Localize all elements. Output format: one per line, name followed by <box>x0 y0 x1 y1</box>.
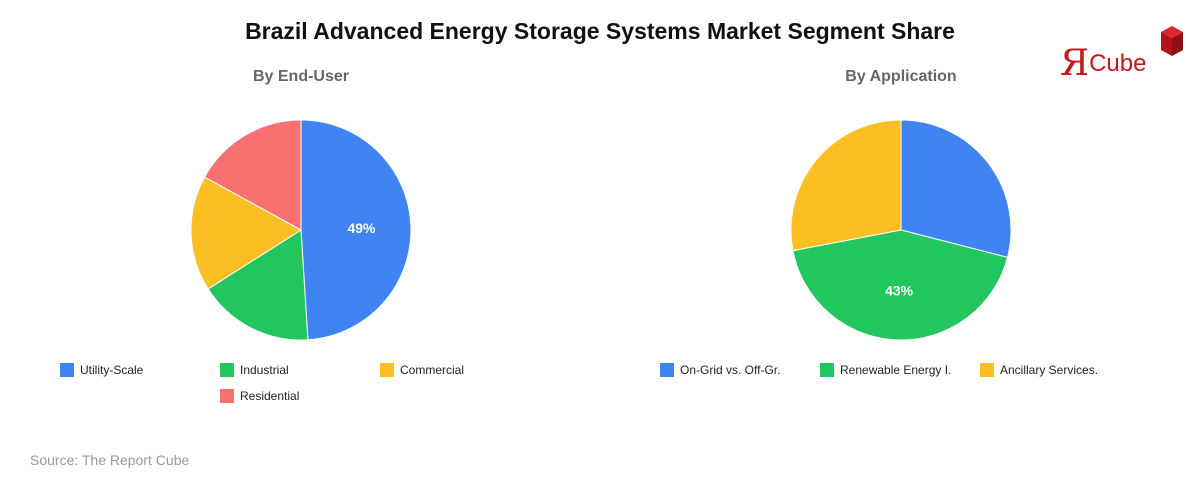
legend-label: On-Grid vs. Off-Gr. <box>680 363 781 377</box>
report-cube-logo <box>1161 26 1183 56</box>
legend-label: Renewable Energy I. <box>840 363 952 377</box>
legend-item-residential: Residential <box>220 388 299 404</box>
slice-value-label: 49% <box>347 220 376 236</box>
application-pie: 43% <box>790 119 1012 341</box>
cube-icon <box>1161 26 1183 56</box>
legend-item-renewable-energy: Renewable Energy I. <box>820 362 951 378</box>
end-user-pie: 49% <box>190 119 412 341</box>
logo-wordmark: ЯCube <box>1060 46 1146 82</box>
end-user-subtitle: By End-User <box>252 68 350 85</box>
legend-item-ancillary-services: Ancillary Services. <box>980 362 1098 378</box>
legend-swatch <box>660 363 674 377</box>
legend-swatch <box>380 363 394 377</box>
legend-item-commercial: Commercial <box>380 362 464 378</box>
legend-swatch <box>980 363 994 377</box>
legend-label: Commercial <box>400 363 465 377</box>
legend-swatch <box>820 363 834 377</box>
application-subtitle: By Application <box>845 68 957 85</box>
legend-item-industrial: Industrial <box>220 362 289 378</box>
pie-slice-industrial <box>207 229 309 341</box>
legend-swatch <box>60 363 74 377</box>
pie-slice-residential <box>203 119 302 231</box>
pie-slice-utility-scale <box>300 119 412 341</box>
legend-label: Residential <box>240 389 300 403</box>
legend-item-on-grid: On-Grid vs. Off-Gr. <box>660 362 780 378</box>
legend-label: Utility-Scale <box>80 363 144 377</box>
legend-swatch <box>220 389 234 403</box>
legend-swatch <box>220 363 234 377</box>
pie-slice-commercial <box>190 176 302 290</box>
source-note: Source: The Report Cube <box>30 452 190 468</box>
legend-label: Industrial <box>240 363 289 377</box>
legend-label: Ancillary Services. <box>1000 363 1099 377</box>
pie-slice-on-grid-vs-off-gr <box>900 119 1012 258</box>
chart-title: Brazil Advanced Energy Storage Systems M… <box>245 18 955 44</box>
pie-slice-ancillary-services <box>790 119 902 252</box>
logo-glyph: Я <box>1060 43 1090 84</box>
pie-slice-renewable-energy-i <box>792 229 1009 341</box>
legend-item-utility-scale: Utility-Scale <box>60 362 143 378</box>
logo-text: Cube <box>1089 50 1147 77</box>
slice-value-label: 43% <box>885 282 914 298</box>
